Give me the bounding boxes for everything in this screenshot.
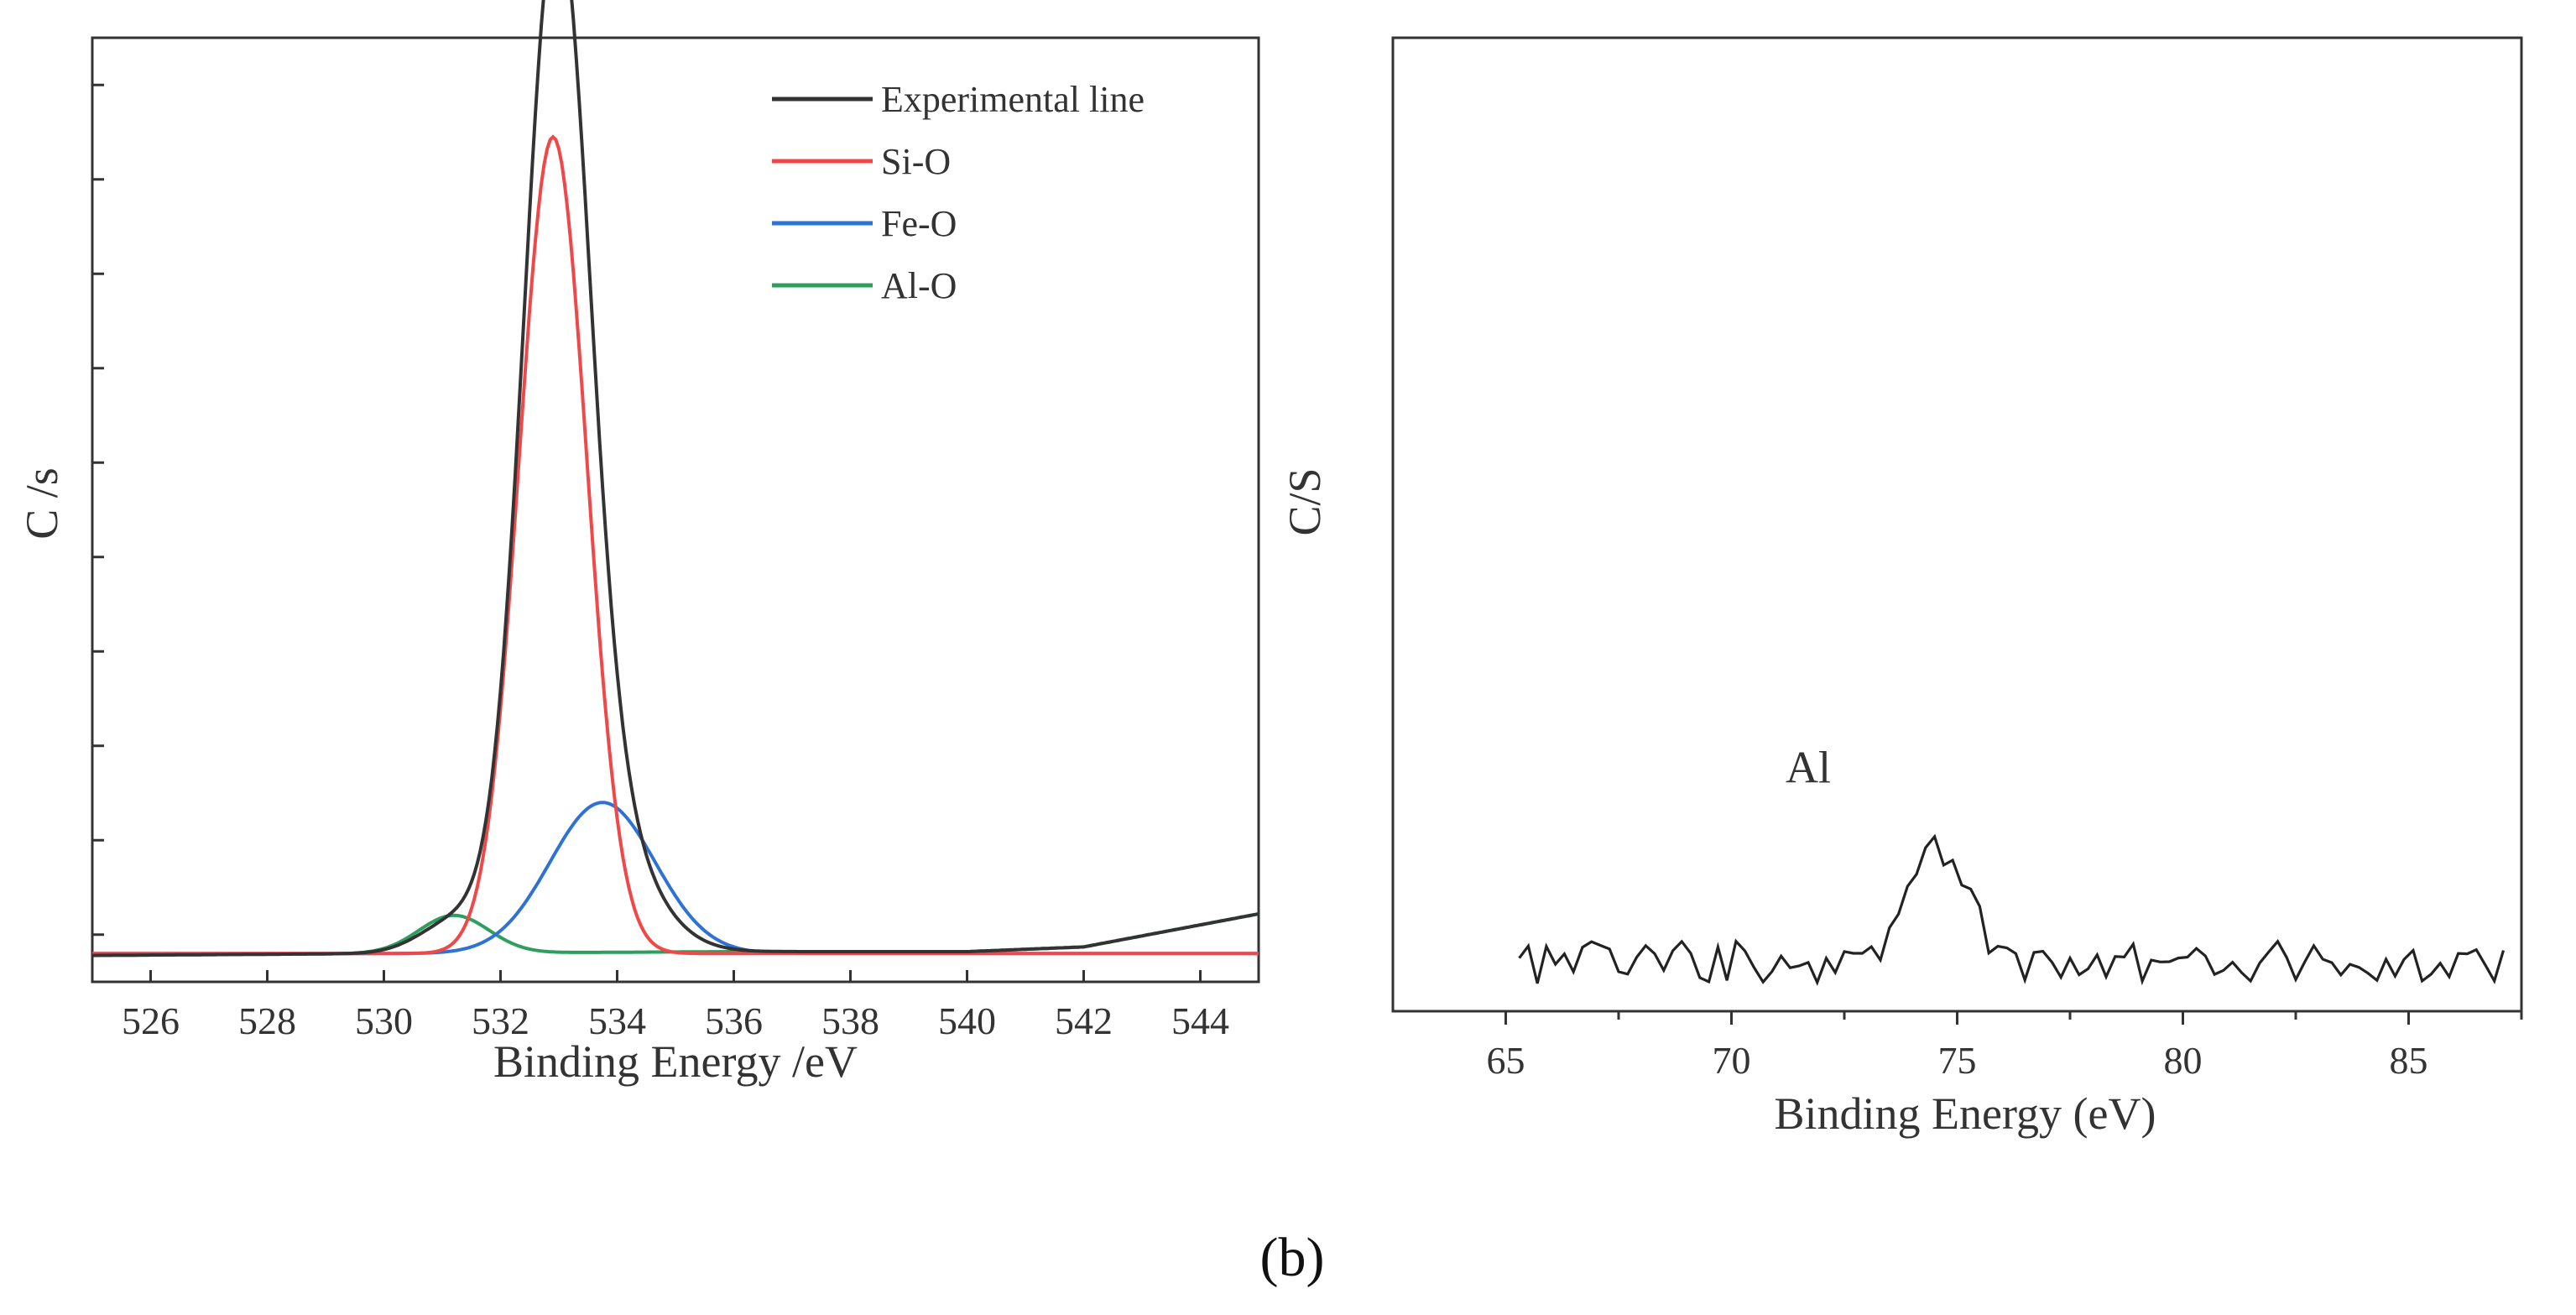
plot-frame-al2p bbox=[1391, 36, 2523, 1013]
series-line-experimental-line bbox=[92, 0, 1259, 958]
series-group-al2p bbox=[1518, 833, 2506, 986]
x-tick-label: 526 bbox=[122, 999, 180, 1042]
legend-entry-label: Si-O bbox=[881, 141, 951, 182]
x-axis-title-al2p: Binding Energy (eV) bbox=[1775, 1088, 2156, 1139]
x-tick-label: 540 bbox=[938, 999, 996, 1042]
legend-entry-label: Fe-O bbox=[881, 203, 957, 244]
x-tick-label: 75 bbox=[1938, 1039, 1977, 1082]
x-axis-title-o1s: Binding Energy /eV bbox=[493, 1036, 858, 1087]
x-tick-label: 530 bbox=[355, 999, 413, 1042]
y-ticks-o1s bbox=[92, 83, 104, 937]
series-line-al-o bbox=[92, 912, 1259, 958]
y-axis-title-o1s: C /s bbox=[17, 467, 67, 540]
x-ticks-al2p: 65 70 75 80 85 bbox=[1487, 1011, 2523, 1082]
series-line-al-2p bbox=[1518, 833, 2506, 986]
series-line-si-o bbox=[92, 134, 1259, 956]
x-tick-label: 528 bbox=[238, 999, 296, 1042]
plot-frame-o1s bbox=[91, 36, 1260, 984]
x-tick-label: 538 bbox=[821, 999, 879, 1042]
x-tick-label: 80 bbox=[2164, 1039, 2203, 1082]
figure-label: (b) bbox=[1260, 1227, 1325, 1288]
xps-o1s-chart: 526 528 530 532 534 536 538 540 542 544 Experimen… bbox=[17, 0, 1260, 1087]
annotations-al2p: Al bbox=[1786, 742, 1831, 792]
x-ticks-o1s: 526 528 530 532 534 536 538 540 542 544 bbox=[122, 970, 1229, 1042]
x-tick-label: 532 bbox=[472, 999, 529, 1042]
x-tick-label: 534 bbox=[588, 999, 646, 1042]
series-line-fe-o bbox=[92, 801, 1259, 956]
x-tick-label: 70 bbox=[1713, 1039, 1751, 1082]
y-axis-title-al2p: C/S bbox=[1280, 467, 1330, 535]
legend: Experimental line Si-O Fe-O Al-O bbox=[772, 79, 1145, 306]
legend-entry-label: Al-O bbox=[881, 265, 957, 306]
peak-annotation-label: Al bbox=[1786, 742, 1831, 792]
x-tick-label: 65 bbox=[1487, 1039, 1525, 1082]
series-group-o1s bbox=[92, 0, 1259, 958]
x-tick-label: 544 bbox=[1171, 999, 1229, 1042]
x-tick-label: 542 bbox=[1055, 999, 1113, 1042]
legend-entry-label: Experimental line bbox=[881, 79, 1145, 120]
x-tick-label: 536 bbox=[705, 999, 763, 1042]
x-tick-label: 85 bbox=[2390, 1039, 2428, 1082]
xps-al2p-chart: 65 70 75 80 85 Al Binding Energy (eV) C/S bbox=[1280, 36, 2523, 1139]
